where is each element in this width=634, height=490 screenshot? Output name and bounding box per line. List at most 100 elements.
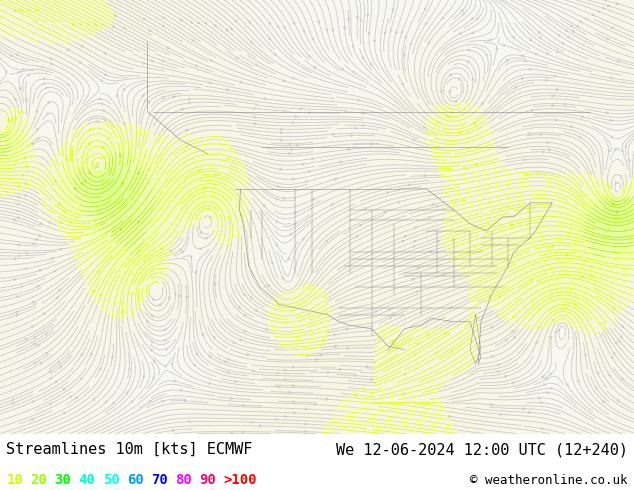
FancyArrowPatch shape xyxy=(612,202,614,205)
FancyArrowPatch shape xyxy=(226,89,228,91)
FancyArrowPatch shape xyxy=(331,204,333,206)
FancyArrowPatch shape xyxy=(423,126,425,128)
FancyArrowPatch shape xyxy=(169,250,172,252)
FancyArrowPatch shape xyxy=(67,83,69,86)
FancyArrowPatch shape xyxy=(556,50,559,52)
FancyArrowPatch shape xyxy=(602,7,605,9)
FancyArrowPatch shape xyxy=(607,184,609,187)
FancyArrowPatch shape xyxy=(581,275,584,278)
FancyArrowPatch shape xyxy=(390,29,392,31)
FancyArrowPatch shape xyxy=(503,44,505,46)
FancyArrowPatch shape xyxy=(354,374,357,377)
FancyArrowPatch shape xyxy=(347,19,350,21)
FancyArrowPatch shape xyxy=(373,40,376,43)
FancyArrowPatch shape xyxy=(264,285,266,287)
FancyArrowPatch shape xyxy=(59,366,61,368)
FancyArrowPatch shape xyxy=(280,139,283,141)
FancyArrowPatch shape xyxy=(192,39,194,42)
FancyArrowPatch shape xyxy=(37,286,39,288)
FancyArrowPatch shape xyxy=(302,163,304,166)
FancyArrowPatch shape xyxy=(162,24,164,27)
FancyArrowPatch shape xyxy=(69,396,72,398)
FancyArrowPatch shape xyxy=(530,279,533,281)
FancyArrowPatch shape xyxy=(354,393,357,396)
FancyArrowPatch shape xyxy=(20,286,23,288)
FancyArrowPatch shape xyxy=(448,91,451,93)
FancyArrowPatch shape xyxy=(259,425,262,427)
FancyArrowPatch shape xyxy=(209,355,211,357)
FancyArrowPatch shape xyxy=(184,400,186,402)
FancyArrowPatch shape xyxy=(13,219,16,220)
FancyArrowPatch shape xyxy=(126,392,128,394)
FancyArrowPatch shape xyxy=(388,309,391,311)
FancyArrowPatch shape xyxy=(243,293,245,295)
FancyArrowPatch shape xyxy=(362,112,365,114)
FancyArrowPatch shape xyxy=(25,268,27,270)
FancyArrowPatch shape xyxy=(414,354,417,356)
FancyArrowPatch shape xyxy=(617,60,619,62)
FancyArrowPatch shape xyxy=(585,18,588,20)
FancyArrowPatch shape xyxy=(200,247,202,250)
FancyArrowPatch shape xyxy=(142,95,145,97)
FancyArrowPatch shape xyxy=(190,21,193,23)
FancyArrowPatch shape xyxy=(112,25,115,27)
FancyArrowPatch shape xyxy=(359,224,362,226)
FancyArrowPatch shape xyxy=(557,329,560,332)
FancyArrowPatch shape xyxy=(541,376,544,378)
FancyArrowPatch shape xyxy=(65,159,67,161)
FancyArrowPatch shape xyxy=(313,66,316,68)
FancyArrowPatch shape xyxy=(401,31,403,34)
FancyArrowPatch shape xyxy=(242,431,244,433)
FancyArrowPatch shape xyxy=(521,77,524,80)
FancyArrowPatch shape xyxy=(477,17,479,20)
FancyArrowPatch shape xyxy=(45,352,48,355)
FancyArrowPatch shape xyxy=(162,60,165,62)
FancyArrowPatch shape xyxy=(410,43,412,45)
FancyArrowPatch shape xyxy=(137,221,139,223)
FancyArrowPatch shape xyxy=(36,138,39,140)
FancyArrowPatch shape xyxy=(318,21,320,23)
FancyArrowPatch shape xyxy=(36,129,39,131)
FancyArrowPatch shape xyxy=(607,38,609,40)
FancyArrowPatch shape xyxy=(467,49,470,51)
FancyArrowPatch shape xyxy=(67,49,70,50)
FancyArrowPatch shape xyxy=(81,182,83,184)
FancyArrowPatch shape xyxy=(290,233,292,236)
FancyArrowPatch shape xyxy=(92,291,94,293)
FancyArrowPatch shape xyxy=(300,108,302,110)
FancyArrowPatch shape xyxy=(103,119,106,121)
FancyArrowPatch shape xyxy=(615,148,617,150)
FancyArrowPatch shape xyxy=(296,144,298,147)
FancyArrowPatch shape xyxy=(14,258,16,260)
FancyArrowPatch shape xyxy=(181,108,183,111)
FancyArrowPatch shape xyxy=(304,430,307,433)
FancyArrowPatch shape xyxy=(292,77,294,79)
FancyArrowPatch shape xyxy=(327,371,330,373)
FancyArrowPatch shape xyxy=(197,22,200,24)
FancyArrowPatch shape xyxy=(58,289,61,292)
FancyArrowPatch shape xyxy=(209,81,212,84)
FancyArrowPatch shape xyxy=(614,342,617,344)
FancyArrowPatch shape xyxy=(312,38,314,40)
FancyArrowPatch shape xyxy=(549,336,551,338)
FancyArrowPatch shape xyxy=(351,134,353,137)
FancyArrowPatch shape xyxy=(285,369,287,371)
FancyArrowPatch shape xyxy=(506,206,508,208)
FancyArrowPatch shape xyxy=(240,81,242,83)
FancyArrowPatch shape xyxy=(81,353,82,356)
FancyArrowPatch shape xyxy=(505,376,507,378)
FancyArrowPatch shape xyxy=(70,221,72,223)
FancyArrowPatch shape xyxy=(332,133,335,135)
FancyArrowPatch shape xyxy=(20,9,23,11)
FancyArrowPatch shape xyxy=(63,389,65,391)
FancyArrowPatch shape xyxy=(103,156,105,159)
FancyArrowPatch shape xyxy=(362,124,365,126)
FancyArrowPatch shape xyxy=(285,416,287,417)
FancyArrowPatch shape xyxy=(432,204,434,206)
FancyArrowPatch shape xyxy=(256,64,258,66)
FancyArrowPatch shape xyxy=(512,316,515,318)
FancyArrowPatch shape xyxy=(308,112,311,114)
FancyArrowPatch shape xyxy=(322,340,325,342)
FancyArrowPatch shape xyxy=(617,399,619,401)
FancyArrowPatch shape xyxy=(277,185,279,187)
